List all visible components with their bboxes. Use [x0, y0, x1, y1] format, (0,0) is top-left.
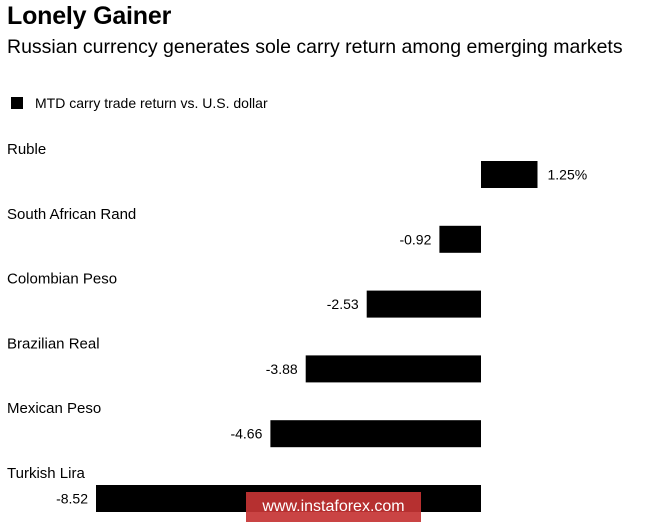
legend: MTD carry trade return vs. U.S. dollar — [11, 95, 268, 111]
bar-ruble — [481, 161, 538, 188]
watermark: www.instaforex.com — [246, 492, 421, 522]
value-label-brazilian-real: -3.88 — [266, 361, 298, 377]
legend-swatch — [11, 97, 23, 109]
value-label-ruble: 1.25% — [548, 167, 588, 183]
legend-label: MTD carry trade return vs. U.S. dollar — [35, 95, 268, 111]
bar-colombian-peso — [366, 290, 481, 318]
bar-south-african-rand — [439, 225, 481, 253]
category-label-brazilian-real: Brazilian Real — [7, 335, 100, 352]
category-label-ruble: Ruble — [7, 141, 46, 158]
value-label-turkish-lira: -8.52 — [56, 491, 88, 507]
category-label-south-african-rand: South African Rand — [7, 206, 136, 223]
chart-title: Lonely Gainer — [7, 2, 172, 30]
category-label-mexican-peso: Mexican Peso — [7, 400, 101, 417]
bar-mexican-peso — [270, 420, 481, 448]
value-label-colombian-peso: -2.53 — [327, 296, 359, 312]
value-label-mexican-peso: -4.66 — [230, 426, 262, 442]
value-label-south-african-rand: -0.92 — [399, 231, 431, 247]
category-label-turkish-lira: Turkish Lira — [7, 465, 85, 482]
chart-subtitle: Russian currency generates sole carry re… — [7, 36, 623, 58]
category-label-colombian-peso: Colombian Peso — [7, 271, 117, 288]
bar-brazilian-real — [305, 355, 481, 383]
